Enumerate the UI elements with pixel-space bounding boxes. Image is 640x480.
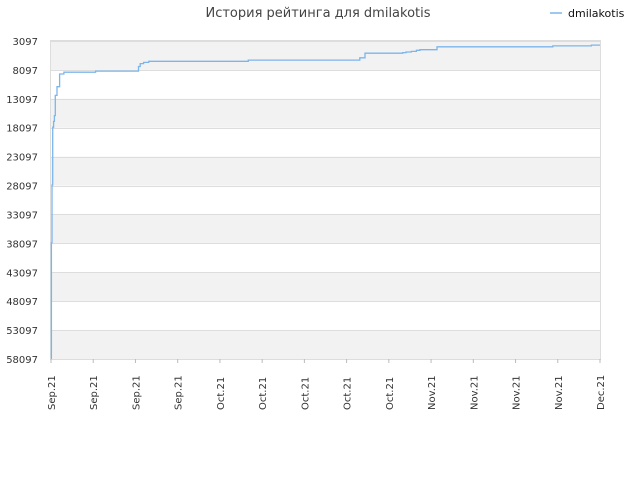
x-axis-ticks: Sep.21 Sep.21 Sep.21 Sep.21 Oct.21 Oct.21 Oct.… bbox=[47, 359, 607, 410]
x-tick-label: Oct.21 bbox=[300, 377, 311, 410]
x-tick-label: Oct.21 bbox=[343, 377, 354, 410]
plot-band bbox=[51, 214, 600, 244]
chart-title: История рейтинга для dmilakotis bbox=[205, 6, 430, 21]
plot-band bbox=[51, 156, 600, 186]
plot-band bbox=[51, 330, 600, 359]
y-tick-label: 8097 bbox=[13, 66, 38, 77]
x-tick-label: Sep.21 bbox=[174, 375, 185, 410]
legend-entry: dmilakotis bbox=[568, 7, 625, 20]
y-tick-label: 38097 bbox=[6, 239, 38, 250]
plot-band bbox=[51, 98, 600, 128]
x-tick-label: Sep.21 bbox=[131, 375, 142, 410]
legend[interactable]: dmilakotis bbox=[550, 7, 625, 20]
y-tick-label: 3097 bbox=[13, 37, 38, 48]
x-tick-label: Sep.21 bbox=[47, 375, 58, 410]
y-axis-ticks: 3097 8097 13097 18097 23097 28097 33097 38097 43… bbox=[6, 37, 38, 366]
x-tick-label: Oct.21 bbox=[258, 377, 269, 410]
grid-lines bbox=[51, 41, 600, 360]
x-tick-label: Dec.21 bbox=[596, 375, 607, 410]
y-tick-label: 48097 bbox=[6, 297, 38, 308]
plot-bands bbox=[51, 41, 600, 359]
y-tick-label: 53097 bbox=[6, 326, 38, 337]
y-tick-label: 33097 bbox=[6, 210, 38, 221]
x-tick-label: Oct.21 bbox=[385, 377, 396, 410]
x-tick-label: Oct.21 bbox=[216, 377, 227, 410]
x-tick-label: Nov.21 bbox=[512, 375, 523, 410]
y-tick-label: 23097 bbox=[6, 153, 38, 164]
plot-frame bbox=[50, 40, 601, 360]
y-tick-label: 18097 bbox=[6, 124, 38, 135]
series-line-dmilakotis bbox=[50, 44, 600, 360]
plot-band bbox=[51, 272, 600, 302]
y-tick-label: 28097 bbox=[6, 182, 38, 193]
x-tick-label: Nov.21 bbox=[469, 375, 480, 410]
series-layer bbox=[50, 44, 600, 360]
y-tick-label: 43097 bbox=[6, 268, 38, 279]
x-tick-label: Sep.21 bbox=[89, 375, 100, 410]
x-tick-label: Nov.21 bbox=[427, 375, 438, 410]
x-tick-label: Nov.21 bbox=[554, 375, 565, 410]
y-tick-label: 58097 bbox=[6, 355, 38, 366]
plot-band bbox=[51, 41, 600, 70]
y-tick-label: 13097 bbox=[6, 95, 38, 106]
